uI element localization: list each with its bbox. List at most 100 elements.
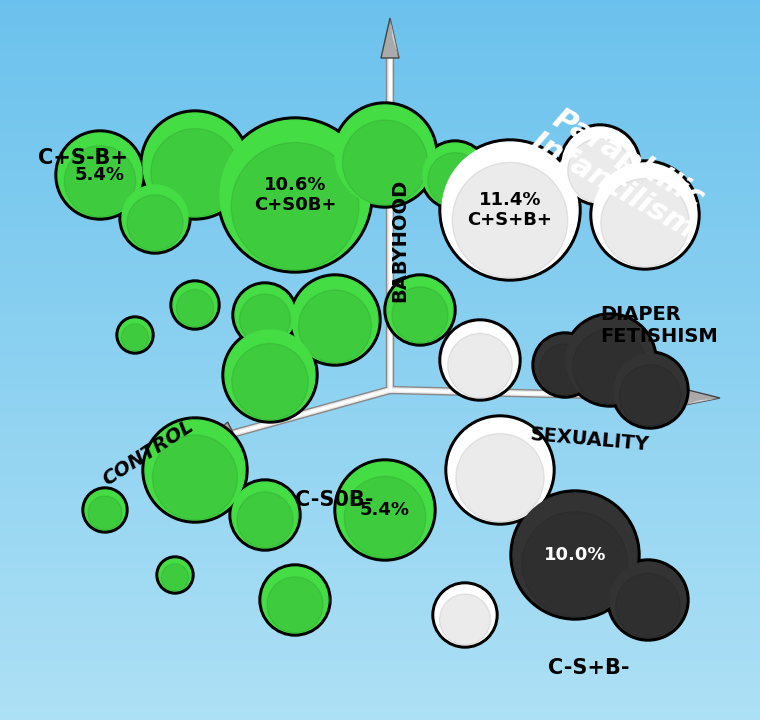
- Polygon shape: [679, 388, 720, 406]
- Circle shape: [432, 582, 498, 648]
- Circle shape: [334, 459, 436, 561]
- Circle shape: [116, 316, 154, 354]
- Text: 11.4%
C+S+B+: 11.4% C+S+B+: [467, 191, 553, 230]
- Circle shape: [119, 182, 191, 254]
- Circle shape: [337, 462, 433, 558]
- Circle shape: [88, 496, 122, 530]
- Circle shape: [145, 420, 245, 520]
- Circle shape: [610, 562, 686, 638]
- Circle shape: [562, 127, 638, 203]
- Circle shape: [392, 287, 448, 343]
- Polygon shape: [200, 422, 235, 445]
- Circle shape: [335, 105, 435, 205]
- Circle shape: [82, 487, 128, 533]
- Text: Paraphilic
Infantilism: Paraphilic Infantilism: [525, 100, 715, 245]
- Circle shape: [343, 120, 427, 205]
- Circle shape: [289, 274, 381, 366]
- Circle shape: [532, 332, 598, 398]
- Circle shape: [384, 274, 456, 346]
- Circle shape: [259, 564, 331, 636]
- Circle shape: [127, 195, 183, 251]
- Text: 10.6%
C+S0B+: 10.6% C+S0B+: [254, 176, 336, 215]
- Text: SEXUALITY: SEXUALITY: [530, 426, 651, 454]
- Text: CONTROL: CONTROL: [99, 417, 197, 490]
- Circle shape: [439, 319, 521, 401]
- Circle shape: [442, 322, 518, 398]
- Circle shape: [435, 585, 495, 645]
- Circle shape: [420, 140, 490, 210]
- Circle shape: [65, 145, 136, 217]
- Circle shape: [232, 482, 298, 548]
- Circle shape: [423, 143, 487, 207]
- Polygon shape: [381, 18, 399, 58]
- Circle shape: [122, 185, 188, 251]
- Circle shape: [150, 129, 239, 217]
- Circle shape: [220, 120, 370, 270]
- Circle shape: [445, 415, 555, 525]
- Circle shape: [159, 559, 191, 591]
- Text: 5.4%: 5.4%: [360, 501, 410, 519]
- Circle shape: [235, 285, 295, 345]
- Circle shape: [513, 493, 637, 617]
- Text: C-S0B-: C-S0B-: [295, 490, 373, 510]
- Circle shape: [170, 280, 220, 330]
- Circle shape: [387, 277, 453, 343]
- Circle shape: [143, 113, 247, 217]
- Polygon shape: [200, 422, 228, 445]
- Polygon shape: [679, 398, 720, 406]
- Circle shape: [510, 490, 640, 620]
- Text: BABYHOOD: BABYHOOD: [391, 179, 410, 302]
- Circle shape: [439, 594, 490, 645]
- Circle shape: [140, 110, 250, 220]
- Circle shape: [572, 329, 648, 404]
- Circle shape: [232, 343, 309, 420]
- Circle shape: [522, 512, 628, 617]
- Circle shape: [232, 282, 298, 348]
- Circle shape: [55, 130, 145, 220]
- Circle shape: [344, 477, 426, 558]
- Circle shape: [237, 492, 293, 548]
- Circle shape: [442, 142, 578, 278]
- Circle shape: [122, 324, 149, 351]
- Circle shape: [229, 479, 301, 551]
- Circle shape: [452, 163, 568, 278]
- Circle shape: [563, 313, 657, 407]
- Circle shape: [611, 351, 689, 429]
- Circle shape: [566, 316, 654, 404]
- Circle shape: [299, 290, 372, 363]
- Circle shape: [559, 124, 641, 206]
- Circle shape: [593, 163, 697, 267]
- Circle shape: [292, 277, 378, 363]
- Circle shape: [607, 559, 689, 641]
- Circle shape: [619, 365, 681, 426]
- Circle shape: [225, 330, 315, 420]
- Circle shape: [540, 344, 591, 395]
- Circle shape: [568, 138, 632, 203]
- Circle shape: [231, 143, 359, 270]
- Circle shape: [142, 417, 248, 523]
- Circle shape: [217, 117, 373, 273]
- Circle shape: [428, 153, 482, 207]
- Text: 10.0%: 10.0%: [543, 546, 606, 564]
- Circle shape: [616, 573, 680, 638]
- Circle shape: [601, 179, 689, 267]
- Circle shape: [614, 354, 686, 426]
- Circle shape: [448, 333, 512, 398]
- Circle shape: [332, 102, 438, 208]
- Polygon shape: [390, 18, 399, 58]
- Text: 5.4%: 5.4%: [75, 166, 125, 184]
- Circle shape: [267, 577, 323, 633]
- Circle shape: [448, 418, 552, 522]
- Circle shape: [439, 139, 581, 281]
- Text: DIAPER
FETISHISM: DIAPER FETISHISM: [600, 305, 717, 346]
- Circle shape: [156, 556, 194, 594]
- Circle shape: [222, 327, 318, 423]
- Text: C-S+B-: C-S+B-: [548, 658, 629, 678]
- Circle shape: [58, 133, 142, 217]
- Circle shape: [173, 283, 217, 327]
- Circle shape: [119, 319, 151, 351]
- Circle shape: [85, 490, 125, 530]
- Circle shape: [590, 160, 700, 270]
- Circle shape: [239, 294, 290, 345]
- Circle shape: [456, 433, 544, 522]
